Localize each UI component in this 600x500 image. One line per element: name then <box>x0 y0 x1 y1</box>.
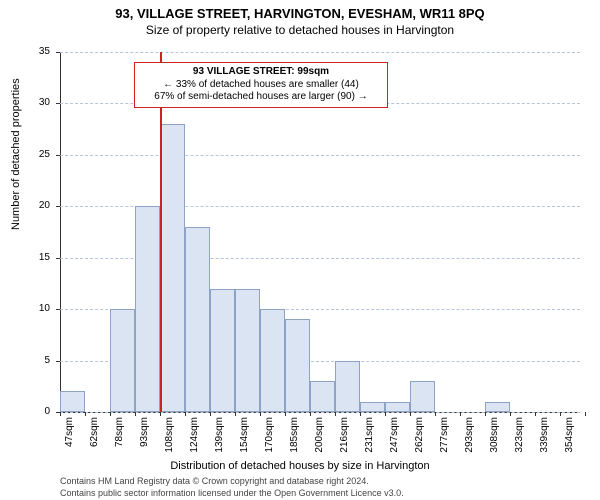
histogram-bar <box>135 206 160 412</box>
ytick-label: 25 <box>20 149 50 160</box>
ytick-mark <box>56 361 60 362</box>
ytick-label: 0 <box>20 406 50 417</box>
xtick-mark <box>460 412 461 416</box>
xtick-label: 47sqm <box>64 417 75 457</box>
xtick-label: 308sqm <box>489 417 500 457</box>
xtick-label: 108sqm <box>164 417 175 457</box>
histogram-bar <box>235 289 260 412</box>
xtick-mark <box>160 412 161 416</box>
xtick-label: 78sqm <box>114 417 125 457</box>
info-box-title: 93 VILLAGE STREET: 99sqm <box>140 66 382 79</box>
histogram-bar <box>260 309 285 412</box>
property-info-box: 93 VILLAGE STREET: 99sqm← 33% of detache… <box>134 62 388 108</box>
xtick-mark <box>85 412 86 416</box>
ytick-mark <box>56 206 60 207</box>
xtick-label: 293sqm <box>464 417 475 457</box>
x-axis-label: Distribution of detached houses by size … <box>0 460 600 472</box>
xtick-mark <box>510 412 511 416</box>
xtick-mark <box>310 412 311 416</box>
xtick-mark <box>260 412 261 416</box>
histogram-bar <box>385 402 410 412</box>
ytick-label: 15 <box>20 252 50 263</box>
chart-area: 93 VILLAGE STREET: 99sqm← 33% of detache… <box>60 52 580 412</box>
xtick-label: 216sqm <box>339 417 350 457</box>
ytick-label: 10 <box>20 303 50 314</box>
xtick-mark <box>560 412 561 416</box>
ytick-mark <box>56 258 60 259</box>
y-axis-line <box>60 52 61 412</box>
xtick-label: 247sqm <box>389 417 400 457</box>
xtick-label: 277sqm <box>439 417 450 457</box>
gridline <box>60 52 580 54</box>
histogram-bar <box>335 361 360 412</box>
info-box-larger: 67% of semi-detached houses are larger (… <box>140 91 382 104</box>
footer-copyright-2: Contains public sector information licen… <box>60 488 404 498</box>
xtick-label: 262sqm <box>414 417 425 457</box>
chart-subtitle: Size of property relative to detached ho… <box>0 21 600 37</box>
xtick-label: 339sqm <box>539 417 550 457</box>
xtick-mark <box>360 412 361 416</box>
histogram-bar <box>285 319 310 412</box>
xtick-mark <box>435 412 436 416</box>
xtick-mark <box>535 412 536 416</box>
histogram-bar <box>60 391 85 412</box>
xtick-mark <box>235 412 236 416</box>
gridline <box>60 155 580 157</box>
plot-region: 93 VILLAGE STREET: 99sqm← 33% of detache… <box>60 52 580 412</box>
xtick-mark <box>335 412 336 416</box>
xtick-mark <box>135 412 136 416</box>
xtick-label: 170sqm <box>264 417 275 457</box>
ytick-label: 35 <box>20 46 50 57</box>
histogram-bar <box>485 402 510 412</box>
xtick-mark <box>385 412 386 416</box>
xtick-label: 124sqm <box>189 417 200 457</box>
xtick-mark <box>410 412 411 416</box>
xtick-label: 93sqm <box>139 417 150 457</box>
xtick-mark <box>585 412 586 416</box>
info-box-smaller: ← 33% of detached houses are smaller (44… <box>140 79 382 92</box>
xtick-label: 185sqm <box>289 417 300 457</box>
histogram-bar <box>360 402 385 412</box>
histogram-bar <box>310 381 335 412</box>
footer-copyright-1: Contains HM Land Registry data © Crown c… <box>60 476 369 486</box>
xtick-label: 200sqm <box>314 417 325 457</box>
histogram-bar <box>110 309 135 412</box>
ytick-mark <box>56 155 60 156</box>
xtick-label: 154sqm <box>239 417 250 457</box>
histogram-bar <box>160 124 185 412</box>
xtick-mark <box>110 412 111 416</box>
histogram-bar <box>210 289 235 412</box>
gridline <box>60 412 580 414</box>
xtick-mark <box>185 412 186 416</box>
ytick-label: 20 <box>20 200 50 211</box>
xtick-mark <box>485 412 486 416</box>
xtick-mark <box>60 412 61 416</box>
chart-container: 93, VILLAGE STREET, HARVINGTON, EVESHAM,… <box>0 0 600 500</box>
ytick-mark <box>56 103 60 104</box>
xtick-label: 139sqm <box>214 417 225 457</box>
histogram-bar <box>410 381 435 412</box>
xtick-mark <box>285 412 286 416</box>
histogram-bar <box>185 227 210 412</box>
xtick-label: 323sqm <box>514 417 525 457</box>
ytick-mark <box>56 309 60 310</box>
ytick-mark <box>56 52 60 53</box>
ytick-label: 5 <box>20 355 50 366</box>
xtick-label: 354sqm <box>564 417 575 457</box>
xtick-label: 231sqm <box>364 417 375 457</box>
xtick-label: 62sqm <box>89 417 100 457</box>
xtick-mark <box>210 412 211 416</box>
page-title: 93, VILLAGE STREET, HARVINGTON, EVESHAM,… <box>0 0 600 21</box>
ytick-label: 30 <box>20 97 50 108</box>
